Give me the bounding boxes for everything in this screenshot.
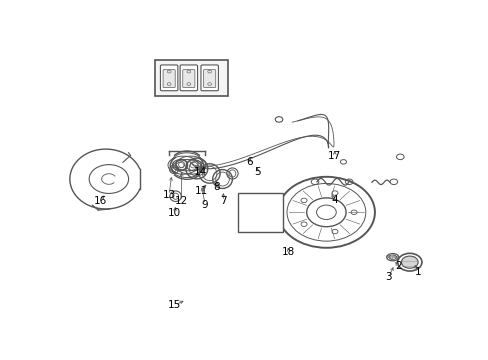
Text: 3: 3 <box>385 273 391 283</box>
FancyBboxPatch shape <box>183 70 195 87</box>
Text: 18: 18 <box>281 247 295 257</box>
Text: 16: 16 <box>94 195 107 206</box>
Text: 2: 2 <box>394 261 401 271</box>
FancyBboxPatch shape <box>203 70 215 87</box>
Text: 12: 12 <box>175 196 188 206</box>
Text: 4: 4 <box>331 195 337 205</box>
Text: 17: 17 <box>327 151 341 161</box>
Text: 15: 15 <box>168 300 181 310</box>
Text: 14: 14 <box>194 167 207 177</box>
Text: 5: 5 <box>254 167 260 177</box>
Text: 7: 7 <box>220 196 226 206</box>
FancyBboxPatch shape <box>163 70 175 87</box>
Text: 6: 6 <box>246 157 253 167</box>
Text: 13: 13 <box>162 190 175 200</box>
Text: 10: 10 <box>168 208 181 218</box>
FancyBboxPatch shape <box>201 65 218 91</box>
Bar <box>238 193 283 232</box>
Text: 9: 9 <box>202 199 208 210</box>
Text: 11: 11 <box>194 186 207 196</box>
Text: 8: 8 <box>213 183 220 192</box>
FancyBboxPatch shape <box>160 65 178 91</box>
Bar <box>155 60 227 96</box>
Text: 1: 1 <box>414 267 421 277</box>
FancyBboxPatch shape <box>180 65 197 91</box>
